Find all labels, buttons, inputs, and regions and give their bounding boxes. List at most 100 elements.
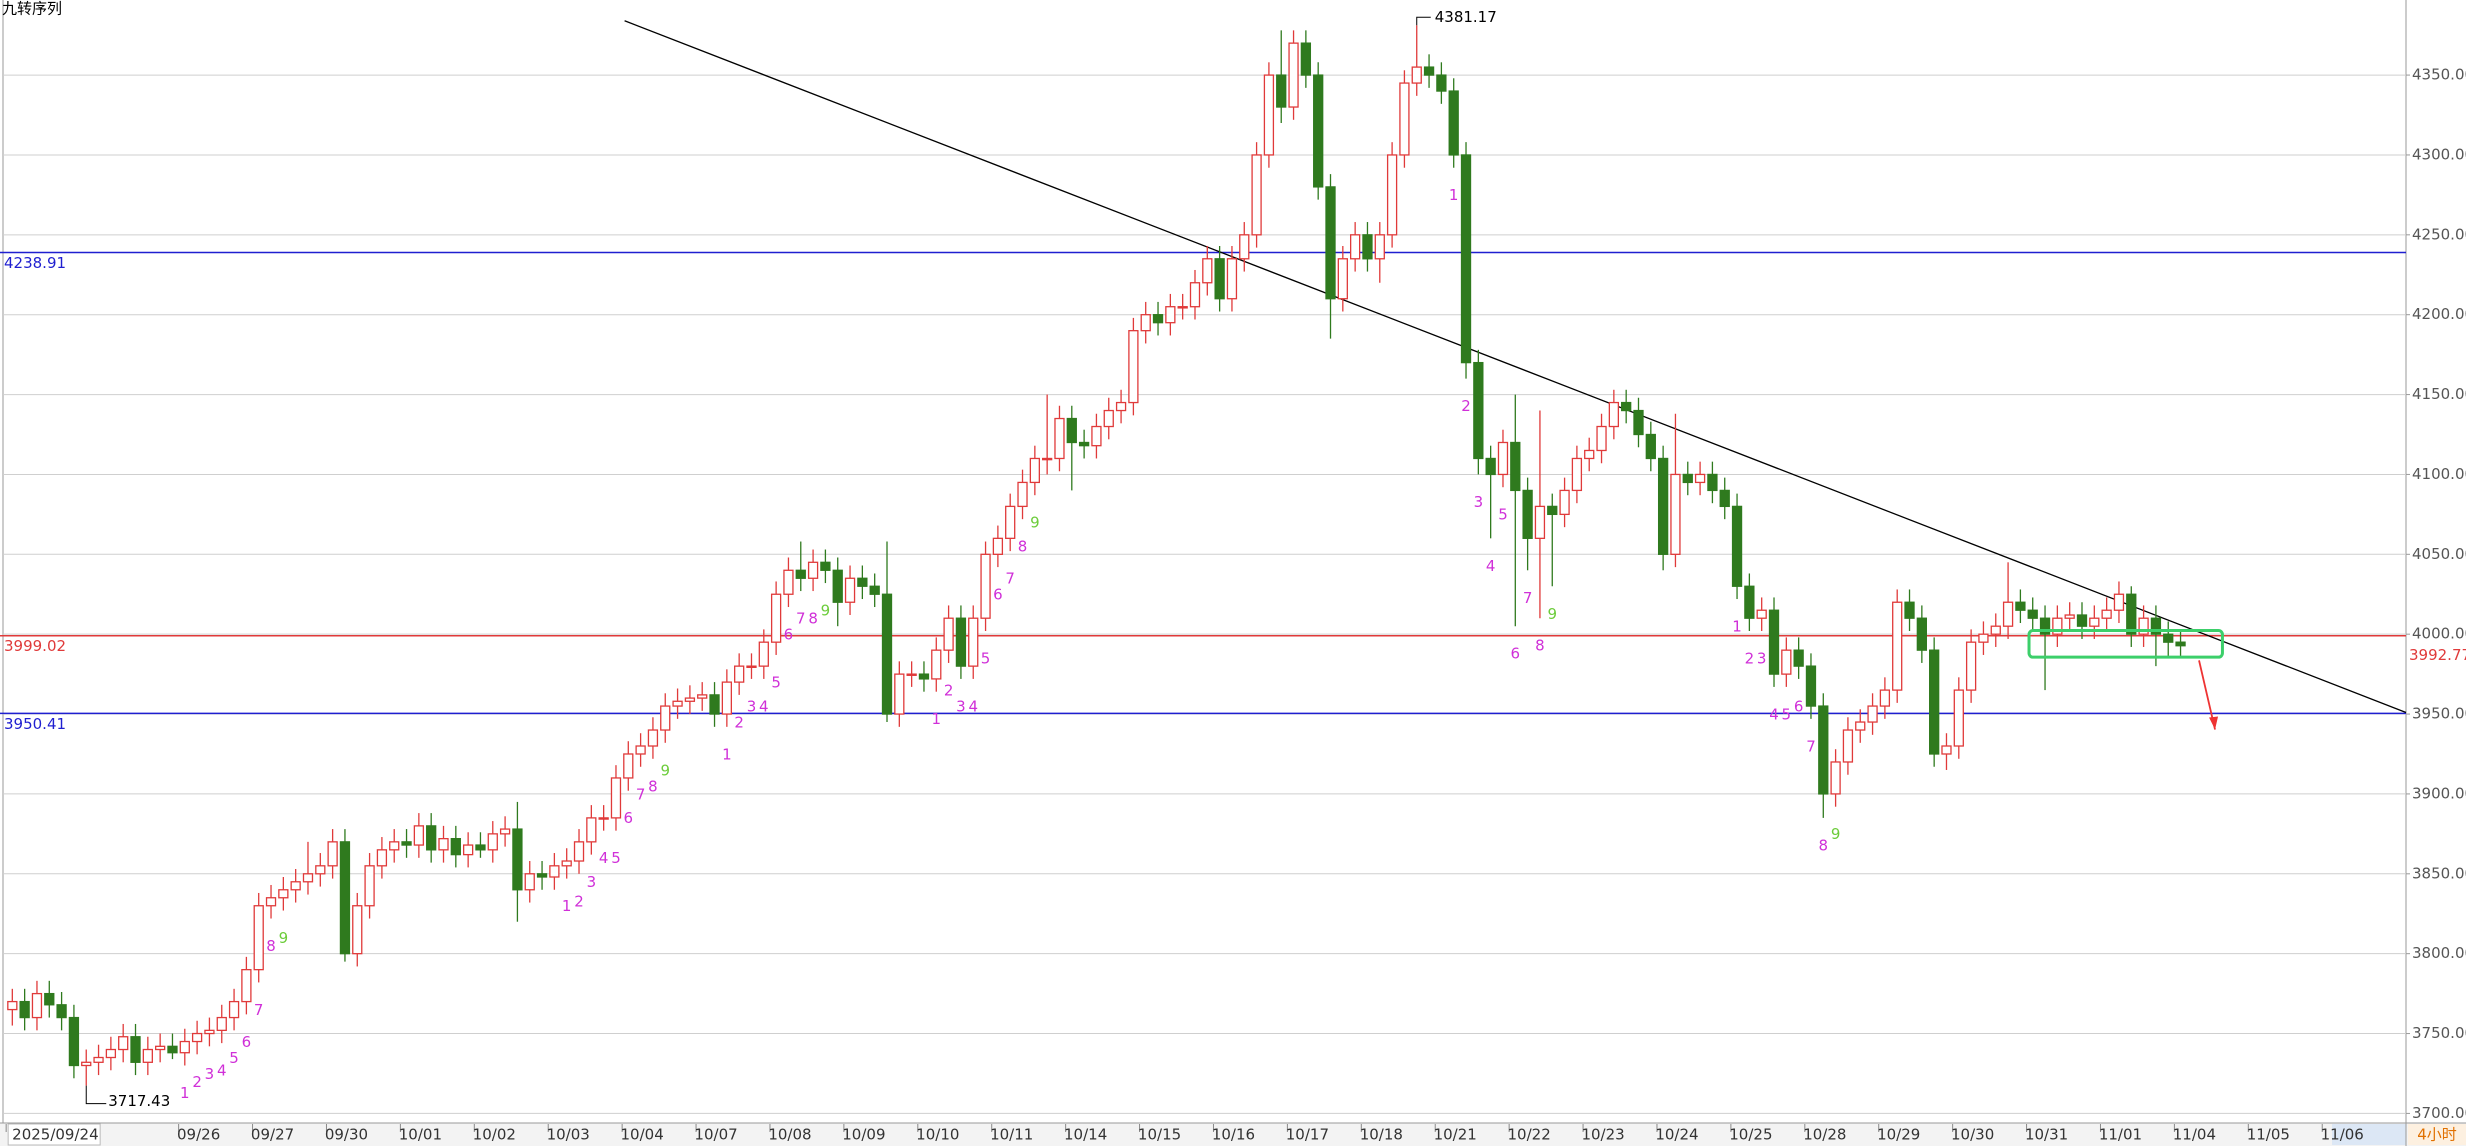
candle-body	[216, 1016, 227, 1031]
candle-body	[660, 705, 671, 731]
candle-body	[573, 841, 585, 862]
td-count: 8	[1018, 538, 1028, 556]
candle-body	[1103, 409, 1114, 428]
candle-body	[635, 745, 646, 755]
x-tick-label: 10/17	[1286, 1126, 1329, 1144]
candle-body	[1288, 42, 1299, 108]
candle-body	[1929, 649, 1940, 755]
y-tick-label: 3950.00	[2412, 705, 2466, 723]
x-tick-label: 09/26	[177, 1126, 220, 1144]
td-count: 8	[808, 610, 818, 628]
candle-body	[2113, 593, 2125, 611]
x-tick-label: 10/21	[1434, 1126, 1477, 1144]
x-tick-label: 11/05	[2247, 1126, 2290, 1144]
candle-body	[438, 838, 449, 851]
candle-body	[832, 569, 843, 603]
y-tick-label: 3850.00	[2412, 864, 2466, 882]
candle-body	[881, 593, 893, 715]
scroll-bar[interactable]	[2332, 1124, 2406, 1145]
candle-body	[943, 617, 954, 651]
candle-body	[265, 897, 277, 907]
candle-body	[487, 833, 498, 851]
candle-body	[1522, 489, 1533, 539]
candle-body	[1485, 457, 1496, 476]
candle-body	[1892, 601, 1903, 691]
candle-body	[968, 617, 979, 667]
candle-body	[93, 1056, 104, 1063]
candle-body	[980, 553, 991, 619]
candle-body	[315, 865, 326, 875]
td-count: 9	[279, 929, 289, 947]
td-count: 4	[599, 849, 609, 867]
td-count: 6	[784, 626, 794, 644]
high-label: 4381.17	[1435, 8, 1497, 26]
grid	[3, 74, 2406, 1114]
td-count: 1	[722, 745, 732, 763]
candle-body	[413, 825, 425, 846]
y-tick-label: 4350.00	[2412, 66, 2466, 84]
td-count: 9	[1030, 514, 1040, 532]
td-count: 6	[1794, 697, 1804, 715]
level-label: 3950.41	[4, 715, 66, 733]
candle-body	[931, 649, 942, 680]
candle-body	[1374, 234, 1385, 260]
low-leader	[85, 1085, 107, 1105]
td-count: 2	[734, 713, 744, 731]
x-tick-label: 11/01	[2099, 1126, 2142, 1144]
candle-body	[352, 905, 363, 955]
td-count: 3	[205, 1065, 215, 1083]
x-tick-label: 10/30	[1951, 1126, 1994, 1144]
x-tick-label: 10/22	[1508, 1126, 1551, 1144]
candle-body	[610, 777, 622, 819]
candle-body	[684, 697, 696, 702]
candle-body	[1719, 489, 1730, 508]
trend-line	[624, 20, 2407, 714]
candle-body	[1460, 154, 1472, 364]
candle-body	[118, 1036, 129, 1051]
candle-body	[1608, 401, 1620, 428]
candle-body	[721, 681, 733, 715]
candle-body	[770, 593, 782, 643]
candle-body	[130, 1036, 141, 1063]
x-tick-label: 09/30	[325, 1126, 368, 1144]
interval-label[interactable]: 4小时	[2417, 1126, 2457, 1144]
candle-body	[2027, 609, 2038, 619]
candle-body	[426, 825, 437, 851]
x-tick-box	[7, 1123, 101, 1146]
candle-body	[1694, 473, 1706, 484]
candle-body	[1189, 282, 1201, 308]
candle-body	[672, 700, 683, 707]
td-count: 1	[932, 710, 942, 728]
candle-body	[795, 569, 806, 579]
candle-body	[1584, 449, 1595, 460]
candle-body	[1078, 441, 1090, 447]
candle-body	[7, 1000, 18, 1011]
candle-body	[302, 873, 314, 883]
candle-body	[1497, 441, 1509, 476]
candle-body	[820, 561, 831, 571]
low-label: 3717.43	[108, 1092, 170, 1110]
y-tick-label: 4300.00	[2412, 145, 2466, 163]
candle-body	[1386, 154, 1398, 236]
highlight-box	[2027, 629, 2224, 659]
candle-body	[1226, 258, 1238, 300]
candle-body	[1707, 473, 1718, 492]
candle-body	[1842, 729, 1854, 763]
td-count: 4	[217, 1062, 227, 1080]
candle-body	[1596, 425, 1607, 452]
candle-body	[2064, 614, 2075, 619]
candle-body	[1916, 617, 1927, 651]
x-tick-label: 10/14	[1064, 1126, 1107, 1144]
td-count: 2	[1745, 649, 1755, 667]
candle-body	[2138, 617, 2149, 635]
candle-body	[906, 673, 917, 676]
interval-box[interactable]	[2408, 1124, 2466, 1145]
td-count: 9	[1547, 605, 1557, 623]
candle-body	[1362, 234, 1373, 260]
td-count: 7	[796, 610, 806, 628]
y-tick-label: 4100.00	[2412, 465, 2466, 483]
candle-body	[1399, 82, 1410, 156]
candle-body	[844, 577, 856, 603]
candle-body	[1091, 425, 1102, 447]
